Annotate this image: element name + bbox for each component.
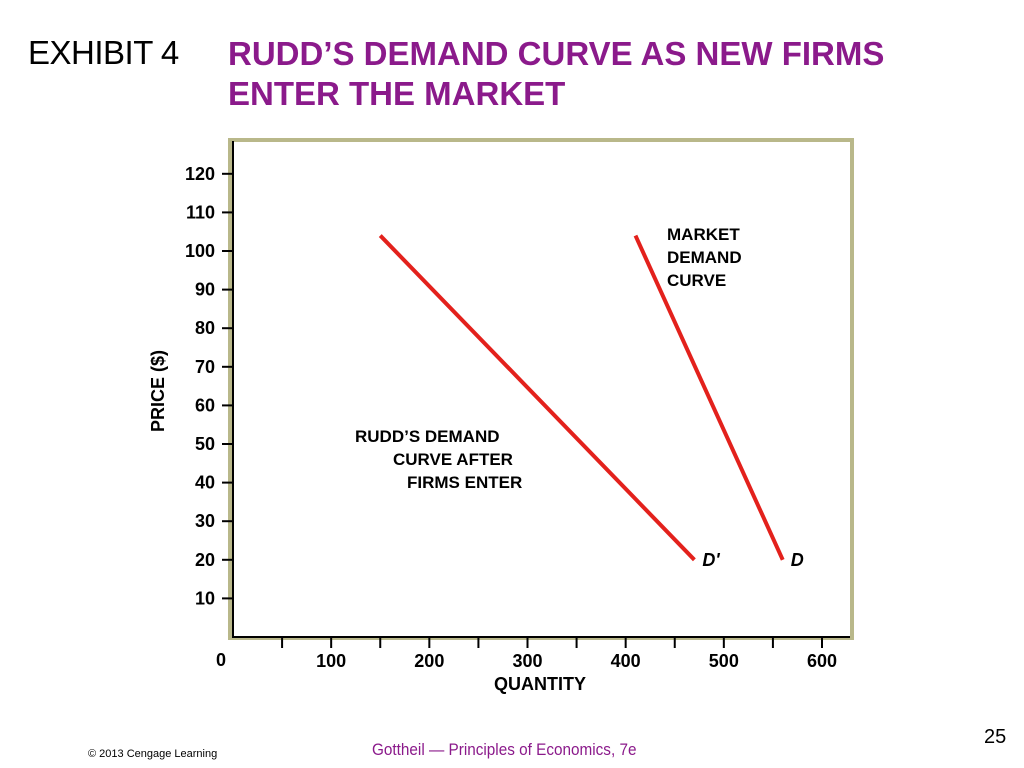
slide-title-line-2: ENTER THE MARKET: [228, 75, 566, 112]
y-tick-label: 70: [195, 357, 215, 377]
curve-end-label: D: [791, 550, 804, 570]
x-origin-label: 0: [216, 650, 226, 670]
market-demand-label: MARKET DEMAND CURVE: [667, 225, 746, 290]
y-tick-label: 60: [195, 395, 215, 415]
y-tick-label: 120: [185, 164, 215, 184]
demand-curve-rudd: [378, 234, 696, 562]
slide-title-line-1: RUDD’S DEMAND CURVE AS NEW FIRMS: [228, 35, 885, 72]
chart-frame: [228, 138, 854, 640]
market-demand-label-line-3: CURVE: [667, 271, 726, 290]
y-tick-label: 40: [195, 473, 215, 493]
page-number: 25: [984, 726, 1007, 748]
x-tick-label: 100: [316, 651, 346, 671]
market-demand-label-line-1: MARKET: [667, 225, 740, 244]
copyright-text: © 2013 Cengage Learning: [88, 748, 218, 760]
x-axis-label: QUANTITY: [494, 674, 586, 694]
y-tick-label: 100: [185, 241, 215, 261]
y-tick-label: 110: [186, 202, 215, 222]
x-tick-label: 400: [611, 651, 641, 671]
x-tick-label: 500: [709, 651, 739, 671]
market-demand-label-line-2: DEMAND: [667, 248, 742, 267]
x-ticks: 100 200 300 400 500 600: [281, 637, 837, 671]
x-tick-label: 600: [807, 651, 837, 671]
y-tick-label: 50: [195, 434, 215, 454]
demand-curve-market: [633, 234, 785, 561]
y-axis-label: PRICE ($): [148, 350, 168, 432]
y-tick-label: 80: [195, 318, 215, 338]
series-layer: D' D: [378, 234, 804, 570]
rudd-demand-label: RUDD’S DEMAND CURVE AFTER FIRMS ENTER: [355, 427, 522, 492]
y-tick-label: 20: [195, 550, 215, 570]
y-tick-label: 90: [195, 280, 215, 300]
y-tick-label: 10: [195, 588, 215, 608]
rudd-demand-label-line-3: FIRMS ENTER: [407, 473, 522, 492]
x-tick-label: 300: [512, 651, 542, 671]
exhibit-label: EXHIBIT 4: [28, 34, 179, 71]
rudd-demand-label-line-1: RUDD’S DEMAND: [355, 427, 500, 446]
book-citation: Gottheil — Principles of Economics, 7e: [372, 740, 637, 759]
curve-end-label: D': [702, 550, 720, 570]
rudd-demand-label-line-2: CURVE AFTER: [393, 450, 513, 469]
x-tick-label: 200: [414, 651, 444, 671]
slide-title: RUDD’S DEMAND CURVE AS NEW FIRMS ENTER T…: [228, 34, 928, 114]
y-ticks: 10 20 30 40 50 60 70 80 90 100 110 120: [185, 164, 233, 608]
y-tick-label: 30: [195, 511, 215, 531]
